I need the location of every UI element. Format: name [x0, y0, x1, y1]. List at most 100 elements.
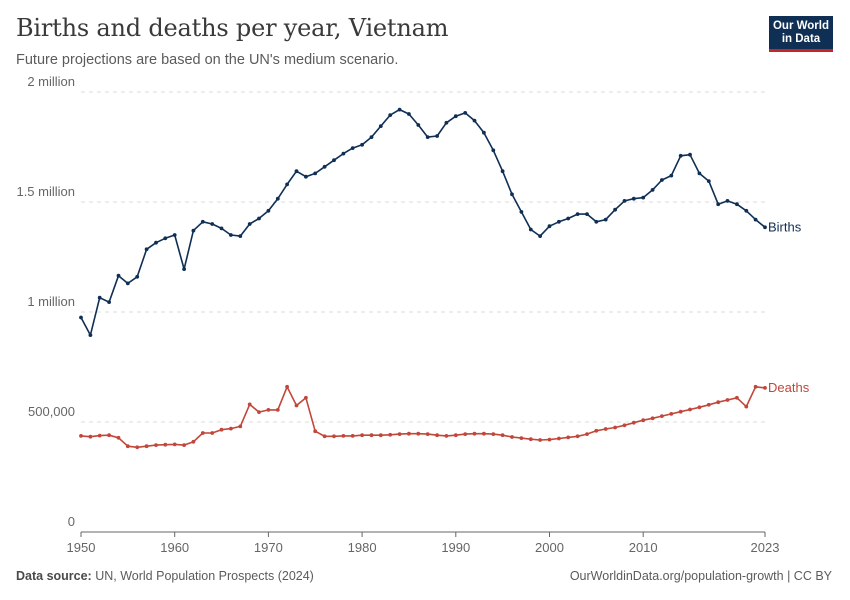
births-point: [322, 164, 327, 169]
births-point: [200, 219, 205, 224]
deaths-point: [678, 409, 683, 414]
births-point: [669, 173, 674, 178]
births-point: [210, 222, 215, 226]
deaths-point: [397, 432, 402, 436]
births-series-label: Births: [768, 219, 802, 234]
deaths-point: [753, 384, 758, 389]
births-point: [350, 146, 355, 151]
births-point: [257, 216, 261, 221]
deaths-point: [238, 424, 243, 429]
deaths-point: [472, 431, 477, 436]
footer-link[interactable]: OurWorldinData.org/population-growth | C…: [569, 569, 832, 583]
deaths-point: [304, 395, 308, 400]
births-point: [547, 224, 552, 229]
births-point: [519, 210, 524, 214]
y-tick-label: 500,000: [28, 404, 75, 419]
births-point: [425, 135, 430, 140]
births-point: [763, 225, 767, 230]
deaths-point: [266, 408, 271, 412]
deaths-point: [650, 416, 655, 421]
x-tick-label: 1980: [348, 540, 377, 555]
births-point: [116, 273, 121, 278]
deaths-point: [182, 443, 187, 447]
births-point: [491, 148, 496, 153]
deaths-point: [172, 442, 177, 447]
births-point: [125, 281, 130, 286]
births-point: [266, 208, 271, 213]
births-point: [575, 212, 580, 217]
births-point: [397, 107, 402, 112]
births-point: [500, 169, 505, 174]
births-point: [716, 202, 721, 207]
births-point: [444, 120, 449, 125]
deaths-point: [313, 429, 318, 434]
deaths-point: [125, 444, 130, 449]
deaths-point: [631, 420, 636, 425]
births-point: [182, 267, 187, 271]
births-point: [641, 195, 646, 200]
deaths-point: [79, 434, 83, 438]
deaths-point: [463, 432, 468, 436]
births-point: [650, 188, 655, 192]
births-point: [97, 295, 102, 300]
deaths-point: [247, 402, 252, 407]
deaths-point: [294, 403, 299, 408]
deaths-point: [500, 433, 505, 438]
births-point: [107, 300, 111, 304]
births-point: [332, 158, 336, 163]
deaths-point: [763, 386, 767, 390]
deaths-point: [510, 435, 514, 439]
births-point: [678, 153, 683, 158]
deaths-point: [622, 423, 627, 428]
births-point: [369, 135, 374, 140]
births-point: [613, 207, 617, 212]
y-tick-label: 1 million: [27, 294, 75, 309]
deaths-point: [566, 435, 571, 440]
owid-logo[interactable]: Our World in Data: [769, 16, 833, 52]
y-tick-label: 0: [68, 514, 75, 529]
deaths-point: [144, 444, 149, 449]
births-point: [688, 152, 692, 157]
deaths-point: [350, 434, 355, 438]
axis-layer: 0 500,000 1 million 1.5 million 2 million 195…: [16, 74, 779, 555]
y-tick-label: 1.5 million: [16, 184, 75, 199]
deaths-point: [285, 384, 289, 389]
deaths-point: [416, 431, 421, 436]
deaths-point: [453, 433, 458, 438]
deaths-point: [369, 433, 374, 438]
births-point: [528, 227, 533, 232]
births-point: [510, 192, 514, 197]
label-layer: Births Deaths: [768, 219, 810, 395]
deaths-point: [528, 437, 533, 442]
births-point: [294, 169, 299, 174]
births-point: [585, 212, 589, 217]
deaths-point: [716, 400, 721, 405]
births-point: [660, 178, 664, 182]
x-tick-label: 1970: [254, 540, 283, 555]
deaths-point: [332, 434, 336, 439]
deaths-point: [641, 418, 646, 423]
births-point: [79, 315, 83, 320]
chart-subtitle: Future projections are based on the UN's…: [16, 52, 399, 68]
logo-line-1: Our World: [772, 20, 829, 32]
births-point: [453, 114, 458, 119]
x-tick-label: 2023: [751, 540, 780, 555]
births-point: [407, 112, 411, 116]
births-point: [697, 171, 702, 176]
births-point: [566, 216, 571, 221]
births-point: [285, 182, 289, 187]
deaths-point: [613, 425, 617, 430]
births-point: [435, 134, 439, 138]
births-point: [472, 118, 477, 123]
deaths-point: [163, 442, 168, 447]
x-tick-label: 1960: [160, 540, 189, 555]
deaths-point: [275, 408, 280, 412]
births-point: [388, 113, 393, 117]
births-point: [753, 217, 758, 222]
births-point: [416, 123, 421, 127]
source-text[interactable]: UN, World Population Prospects (2024): [95, 569, 314, 583]
deaths-point: [107, 433, 111, 438]
deaths-point: [519, 436, 524, 440]
x-tick-label: 2010: [629, 540, 658, 555]
